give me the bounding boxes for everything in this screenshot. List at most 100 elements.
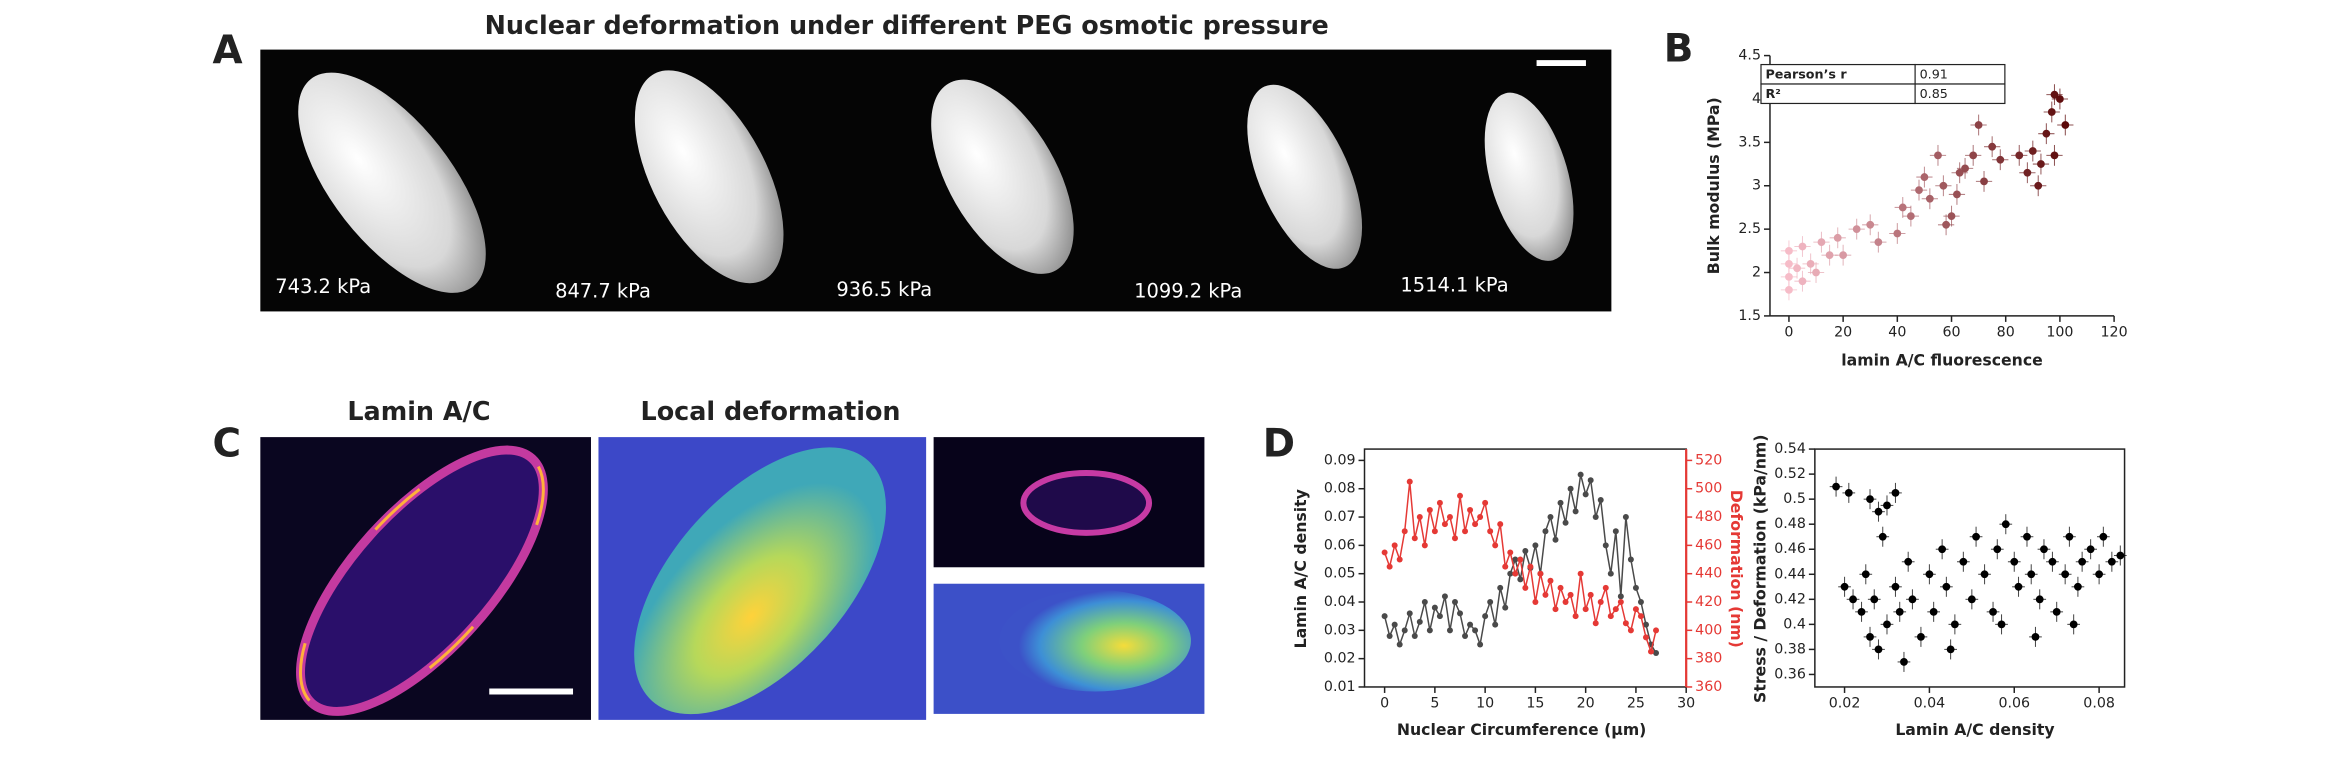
point: [2034, 181, 2043, 190]
point: [1587, 477, 1594, 484]
y-axis-label: Stress / Deformation (kPa/nm): [1750, 435, 1769, 703]
point: [2107, 557, 2116, 566]
y-tick-label: 3: [1752, 178, 1761, 194]
point: [1946, 645, 1955, 654]
nucleus-ring-highlight: [299, 448, 545, 713]
point: [1451, 599, 1458, 605]
y-tick-label: 0.08: [1324, 481, 1356, 497]
point: [1482, 499, 1489, 506]
point: [2086, 545, 2095, 554]
x-axis-label: Lamin A/C density: [1895, 720, 2054, 739]
point: [1883, 620, 1891, 629]
point: [1381, 613, 1388, 620]
point: [1637, 613, 1644, 620]
x-tick-label: 20: [1577, 695, 1595, 711]
point: [1416, 514, 1423, 521]
point: [1870, 595, 1879, 604]
y2-tick-label: 460: [1695, 537, 1722, 553]
point: [1627, 556, 1634, 563]
point: [2042, 129, 2051, 138]
point: [1431, 528, 1438, 535]
y-tick-label: 0.52: [1774, 466, 1806, 482]
y2-axis-label: Deformation (nm): [1727, 490, 1746, 648]
point: [1642, 634, 1649, 641]
point: [1934, 151, 1942, 160]
pressure-label: 1099.2 kPa: [1134, 279, 1242, 302]
point: [1411, 535, 1418, 542]
point: [1552, 606, 1559, 613]
point: [1653, 649, 1660, 656]
point: [1522, 584, 1529, 591]
point: [2028, 147, 2037, 155]
point: [1996, 155, 2005, 164]
point: [1487, 528, 1494, 535]
point: [1396, 556, 1403, 563]
point: [1607, 570, 1614, 577]
point: [1833, 233, 1842, 242]
x-tick-label: 0: [1380, 695, 1389, 711]
x-tick-label: 120: [2101, 324, 2128, 340]
point: [1817, 238, 1826, 247]
y-tick-label: 0.02: [1324, 651, 1356, 667]
point: [1785, 285, 1793, 294]
point: [1411, 632, 1418, 639]
point: [1617, 599, 1624, 605]
y-tick-label: 4: [1752, 91, 1761, 107]
point: [2023, 168, 2032, 177]
point: [1522, 548, 1529, 555]
nucleus: [298, 72, 486, 293]
point: [1653, 627, 1660, 634]
x-axis-label: Nuclear Circumference (μm): [1397, 720, 1646, 739]
point: [1622, 514, 1629, 521]
point: [1421, 599, 1428, 605]
deformation-nucleus: [634, 447, 886, 715]
point: [1436, 499, 1443, 506]
pressure-label: 1514.1 kPa: [1400, 273, 1508, 296]
y-tick-label: 0.44: [1774, 566, 1806, 582]
x-tick-label: 40: [1888, 324, 1906, 340]
point: [1839, 251, 1848, 260]
point: [1798, 242, 1807, 251]
point: [1396, 641, 1403, 648]
point: [1517, 576, 1524, 583]
point: [1980, 177, 1988, 186]
point: [1592, 620, 1599, 627]
panel-label: B: [1664, 27, 1694, 72]
y-tick-label: 0.4: [1783, 616, 1806, 632]
point: [1612, 606, 1619, 613]
table-cell: [1914, 83, 2006, 105]
point: [1562, 519, 1569, 526]
point: [1391, 621, 1398, 628]
x-tick-label: 0.02: [1829, 695, 1861, 711]
point: [1477, 641, 1484, 648]
point: [1477, 514, 1484, 521]
point: [1532, 542, 1539, 549]
y-tick-label: 0.05: [1324, 566, 1356, 582]
point: [1492, 542, 1499, 549]
point: [1517, 556, 1524, 563]
point: [1542, 591, 1549, 598]
y-tick-label: 0.46: [1774, 541, 1806, 557]
point: [1883, 501, 1891, 510]
deformation-nucleus: [999, 589, 1191, 692]
y-axis-label: Lamin A/C density: [1291, 489, 1310, 648]
point: [1542, 528, 1549, 535]
point: [2095, 570, 2104, 579]
nucleus: [931, 79, 1074, 274]
pressure-label: 743.2 kPa: [275, 275, 371, 298]
point: [1502, 604, 1509, 611]
point: [1381, 549, 1388, 556]
point: [1925, 194, 1934, 203]
x-tick-label: 20: [1834, 324, 1852, 340]
point: [1898, 203, 1907, 212]
point: [1572, 508, 1579, 515]
point: [1906, 212, 1915, 221]
point: [1812, 268, 1820, 277]
point: [1917, 632, 1925, 641]
point: [1997, 620, 2006, 629]
point: [1441, 593, 1448, 600]
pressure-label: 847.7 kPa: [555, 279, 651, 302]
point: [1891, 489, 1900, 497]
point: [1891, 582, 1900, 591]
point: [2040, 545, 2048, 554]
